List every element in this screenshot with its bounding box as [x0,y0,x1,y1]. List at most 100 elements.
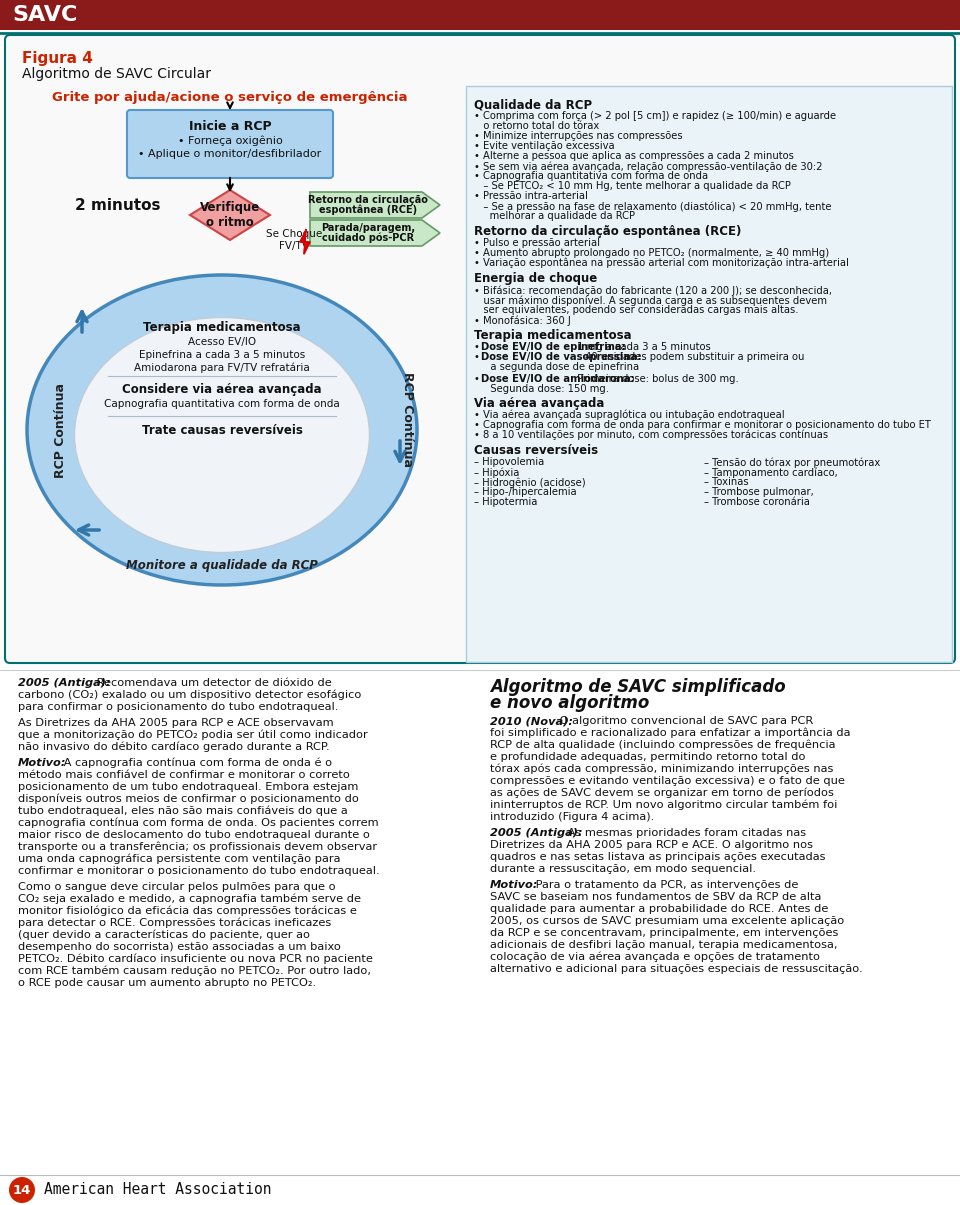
Bar [0,0,960,30]
Ellipse shape [75,317,370,553]
Text: não invasivo do débito cardíaco gerado durante a RCP.: não invasivo do débito cardíaco gerado d… [18,742,329,752]
Text: Se Choque
FV/TV: Se Choque FV/TV [266,229,323,251]
Text: 2005 (Antiga):: 2005 (Antiga): [18,678,110,688]
Text: Motivo:: Motivo: [18,758,66,768]
Text: SAVC se baseiam nos fundamentos de SBV da RCP de alta: SAVC se baseiam nos fundamentos de SBV d… [490,892,822,903]
Text: • Alterne a pessoa que aplica as compressões a cada 2 minutos: • Alterne a pessoa que aplica as compres… [474,151,794,161]
Text: Grite por ajuda/acione o serviço de emergência: Grite por ajuda/acione o serviço de emer… [52,90,408,104]
Text: • Pulso e pressão arterial: • Pulso e pressão arterial [474,239,600,248]
Text: Inicie a RCP: Inicie a RCP [189,120,272,134]
Text: • Via aérea avançada supraglótica ou intubação endotraqueal: • Via aérea avançada supraglótica ou int… [474,410,784,421]
Text: O algoritmo convencional de SAVC para PCR: O algoritmo convencional de SAVC para PC… [556,716,813,725]
Text: ser equivalentes, podendo ser consideradas cargas mais altas.: ser equivalentes, podendo ser considerad… [474,305,799,315]
Text: Qualidade da RCP: Qualidade da RCP [474,98,592,111]
Text: alternativo e adicional para situações especiais de ressuscitação.: alternativo e adicional para situações e… [490,964,863,974]
Text: colocação de via aérea avançada e opções de tratamento: colocação de via aérea avançada e opções… [490,952,820,963]
Text: – Hipovolemia: – Hipovolemia [474,457,544,468]
Text: 2 minutos: 2 minutos [75,198,160,212]
Text: • Comprima com força (> 2 pol [5 cm]) e rapidez (≥ 100/min) e aguarde: • Comprima com força (> 2 pol [5 cm]) e … [474,111,836,120]
Text: • Minimize interrupções nas compressões: • Minimize interrupções nas compressões [474,131,683,141]
Polygon shape [310,192,440,218]
Text: PETCO₂. Débito cardíaco insuficiente ou nova PCR no paciente: PETCO₂. Débito cardíaco insuficiente ou … [18,954,372,964]
Text: 1 mg a cada 3 a 5 minutos: 1 mg a cada 3 a 5 minutos [574,342,711,352]
Text: Primeira dose: bolus de 300 mg.: Primeira dose: bolus de 300 mg. [574,374,739,384]
Polygon shape [310,221,440,246]
Text: o RCE pode causar um aumento abrupto no PETCO₂.: o RCE pode causar um aumento abrupto no … [18,978,316,988]
Text: – Hipotermia: – Hipotermia [474,496,538,507]
Text: Terapia medicamentosa: Terapia medicamentosa [474,329,632,342]
Text: RCP de alta qualidade (incluindo compressões de frequência: RCP de alta qualidade (incluindo compres… [490,740,835,751]
Text: confirmar e monitorar o posicionamento do tubo endotraqueal.: confirmar e monitorar o posicionamento d… [18,866,379,876]
Text: Acesso EV/IO: Acesso EV/IO [188,337,256,347]
Text: quadros e nas setas listava as principais ações executadas: quadros e nas setas listava as principai… [490,852,826,862]
Text: posicionamento de um tubo endotraqueal. Embora estejam: posicionamento de um tubo endotraqueal. … [18,782,358,792]
Polygon shape [300,230,310,254]
Text: Diretrizes da AHA 2005 para RCP e ACE. O algoritmo nos: Diretrizes da AHA 2005 para RCP e ACE. O… [490,840,813,850]
Text: (quer devido a características do paciente, quer ao: (quer devido a características do pacien… [18,930,310,940]
Text: Energia de choque: Energia de choque [474,272,597,286]
Polygon shape [190,190,270,240]
Text: As mesmas prioridades foram citadas nas: As mesmas prioridades foram citadas nas [564,828,806,837]
Text: Verifique: Verifique [200,201,260,214]
Text: – Trombose coronária: – Trombose coronária [704,496,810,507]
Text: Monitore a qualidade da RCP: Monitore a qualidade da RCP [126,558,318,571]
Text: Retorno da circulação espontânea (RCE): Retorno da circulação espontânea (RCE) [474,225,741,239]
Text: carbono (CO₂) exalado ou um dispositivo detector esofágico: carbono (CO₂) exalado ou um dispositivo … [18,690,361,700]
FancyBboxPatch shape [5,35,955,663]
Text: da RCP e se concentravam, principalmente, em intervenções: da RCP e se concentravam, principalmente… [490,928,838,937]
Text: adicionais de desfibri lação manual, terapia medicamentosa,: adicionais de desfibri lação manual, ter… [490,940,837,950]
Text: RCP Contínua: RCP Contínua [54,382,66,477]
Text: Causas reversíveis: Causas reversíveis [474,443,598,457]
Text: RCP Contínua: RCP Contínua [400,372,414,468]
Ellipse shape [27,275,417,584]
Text: – Tamponamento cardíaco,: – Tamponamento cardíaco, [704,468,838,477]
Text: • Se sem via aérea avançada, relação compressão-ventilação de 30:2: • Se sem via aérea avançada, relação com… [474,161,823,171]
Text: Para o tratamento da PCR, as intervenções de: Para o tratamento da PCR, as intervençõe… [532,880,799,890]
Text: maior risco de deslocamento do tubo endotraqueal durante o: maior risco de deslocamento do tubo endo… [18,830,370,840]
Text: • Capnografia quantitativa com forma de onda: • Capnografia quantitativa com forma de … [474,171,708,181]
Text: 2005, os cursos de SAVC presumiam uma excelente aplicação: 2005, os cursos de SAVC presumiam uma ex… [490,916,844,925]
Text: 40 unidades podem substituir a primeira ou: 40 unidades podem substituir a primeira … [582,352,804,361]
Text: – Hipo-/hipercalemia: – Hipo-/hipercalemia [474,487,577,496]
Text: • Pressão intra-arterial: • Pressão intra-arterial [474,192,588,201]
Text: as ações de SAVC devem se organizar em torno de períodos: as ações de SAVC devem se organizar em t… [490,788,834,799]
Text: Motivo:: Motivo: [490,880,539,890]
Text: Como o sangue deve circular pelos pulmões para que o: Como o sangue deve circular pelos pulmõe… [18,882,336,892]
Text: American Heart Association: American Heart Association [44,1182,272,1198]
Text: método mais confiável de confirmar e monitorar o correto: método mais confiável de confirmar e mon… [18,770,349,780]
Text: Parada/paragem,: Parada/paragem, [321,223,415,233]
Text: Capnografia quantitativa com forma de onda: Capnografia quantitativa com forma de on… [104,399,340,408]
Text: 2010 (Nova):: 2010 (Nova): [490,716,573,725]
Text: Retorno da circulação: Retorno da circulação [308,195,428,205]
Text: Recomendava um detector de dióxido de: Recomendava um detector de dióxido de [93,678,332,688]
Text: •: • [474,374,483,384]
Text: e novo algoritmo: e novo algoritmo [490,694,649,712]
Text: transporte ou a transferência; os profissionais devem observar: transporte ou a transferência; os profis… [18,842,377,852]
Text: A capnografia contínua com forma de onda é o: A capnografia contínua com forma de onda… [60,758,332,769]
Text: – Se a pressão na fase de relaxamento (diastólica) < 20 mmHg, tente: – Se a pressão na fase de relaxamento (d… [474,201,831,212]
Text: para detectar o RCE. Compressões torácicas ineficazes: para detectar o RCE. Compressões torácic… [18,918,331,929]
Text: – Se PETCO₂ < 10 mm Hg, tente melhorar a qualidade da RCP: – Se PETCO₂ < 10 mm Hg, tente melhorar a… [474,181,791,192]
FancyBboxPatch shape [127,110,333,178]
Text: Epinefrina a cada 3 a 5 minutos: Epinefrina a cada 3 a 5 minutos [139,349,305,360]
Text: melhorar a qualidade da RCP: melhorar a qualidade da RCP [474,211,635,221]
Text: ininterruptos de RCP. Um novo algoritmo circular também foi: ininterruptos de RCP. Um novo algoritmo … [490,800,837,811]
Text: • Forneça oxigênio: • Forneça oxigênio [178,136,282,146]
Text: • Monofásica: 360 J: • Monofásica: 360 J [474,315,571,325]
Text: • Aplique o monitor/desfibrilador: • Aplique o monitor/desfibrilador [138,149,322,159]
Circle shape [9,1177,35,1203]
Text: qualidade para aumentar a probabilidade do RCE. Antes de: qualidade para aumentar a probabilidade … [490,904,828,915]
Text: Trate causas reversíveis: Trate causas reversíveis [141,423,302,436]
Text: Via aérea avançada: Via aérea avançada [474,396,605,410]
Text: – Trombose pulmonar,: – Trombose pulmonar, [704,487,814,496]
Text: Algoritmo de SAVC Circular: Algoritmo de SAVC Circular [22,67,211,81]
FancyBboxPatch shape [466,86,952,662]
Text: Terapia medicamentosa: Terapia medicamentosa [143,322,300,335]
Text: • Evite ventilação excessiva: • Evite ventilação excessiva [474,141,614,151]
Text: tórax após cada compressão, minimizando interrupções nas: tórax após cada compressão, minimizando … [490,764,833,775]
Text: •: • [474,352,483,361]
Text: As Diretrizes da AHA 2005 para RCP e ACE observavam: As Diretrizes da AHA 2005 para RCP e ACE… [18,718,334,728]
Text: 14: 14 [12,1183,31,1197]
Text: uma onda capnográfica persistente com ventilação para: uma onda capnográfica persistente com ve… [18,854,341,864]
Text: – Tensão do tórax por pneumotórax: – Tensão do tórax por pneumotórax [704,457,880,468]
